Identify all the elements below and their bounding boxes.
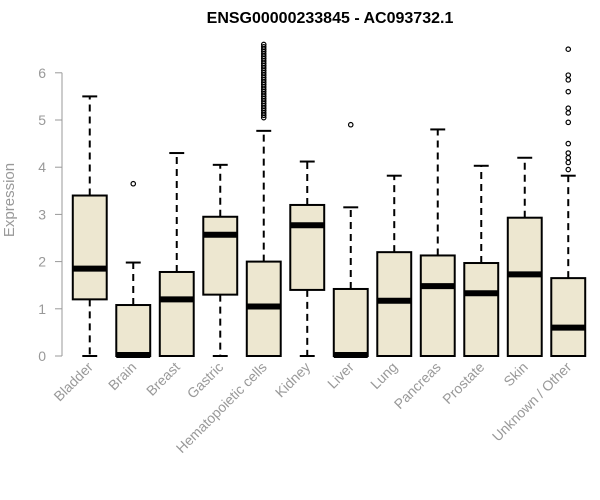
outlier-point <box>260 44 267 50</box>
x-tick-label: Liver <box>324 359 357 392</box>
box-unknown-other <box>550 46 587 357</box>
x-tick-label: Brain <box>105 359 139 393</box>
box-bladder <box>71 95 108 357</box>
box-prostate <box>463 164 500 357</box>
outlier-point <box>565 46 572 53</box>
box-body <box>115 304 152 357</box>
outlier-point <box>565 119 572 126</box>
outlier-point <box>565 166 572 173</box>
box-body <box>332 287 369 358</box>
box-skin <box>506 156 543 357</box>
y-tick-label: 2 <box>38 254 46 270</box>
x-tick-label: Kidney <box>272 359 314 401</box>
x-tick-label: Breast <box>143 359 183 399</box>
box-breast <box>158 152 195 358</box>
box-body <box>71 194 108 301</box>
y-axis: 0 1 2 3 4 5 6 <box>38 65 63 364</box>
outlier-point <box>565 77 572 83</box>
box-body <box>419 254 456 358</box>
outlier-point <box>565 159 572 166</box>
y-tick-label: 3 <box>38 206 46 222</box>
box-gastric <box>202 163 239 357</box>
box-kidney <box>289 160 326 357</box>
box-body <box>202 215 239 296</box>
x-tick-label: Skin <box>500 359 531 390</box>
chart-title: ENSG00000233845 - AC093732.1 <box>207 10 454 27</box>
x-tick-label: Lung <box>367 359 400 392</box>
outlier-point <box>565 72 572 78</box>
box-brain <box>115 180 152 359</box>
outlier-point <box>130 180 137 187</box>
outlier-point <box>565 88 572 95</box>
boxes-group <box>71 41 587 359</box>
y-tick-label: 4 <box>38 159 46 175</box>
box-body <box>376 251 413 357</box>
x-tick-label: Prostate <box>439 359 487 407</box>
y-tick-label: 6 <box>38 65 46 81</box>
outlier-point <box>565 154 572 161</box>
y-tick-label: 1 <box>38 301 46 317</box>
x-tick-label: Unknown / Other <box>489 359 575 445</box>
box-body <box>506 216 543 357</box>
box-liver <box>332 121 369 359</box>
box-body <box>158 270 195 358</box>
outlier-point <box>347 121 354 128</box>
y-tick-label: 5 <box>38 112 46 128</box>
box-pancreas <box>419 128 456 358</box>
x-tick-label: Bladder <box>50 359 96 405</box>
x-tick-label: Pancreas <box>391 359 444 412</box>
x-tick-label: Gastric <box>184 359 227 402</box>
outlier-point <box>565 110 572 116</box>
y-tick-label: 0 <box>38 348 46 364</box>
box-body <box>463 262 500 357</box>
box-body <box>550 277 587 357</box>
box-body <box>289 203 326 291</box>
box-hematopoietic-cells <box>245 41 282 358</box>
outlier-point <box>565 150 572 156</box>
outlier-point <box>565 140 572 147</box>
y-axis-label: Expression <box>1 163 18 237</box>
outlier-point <box>260 41 267 48</box>
outlier-point <box>565 105 572 112</box>
box-lung <box>376 174 413 357</box>
